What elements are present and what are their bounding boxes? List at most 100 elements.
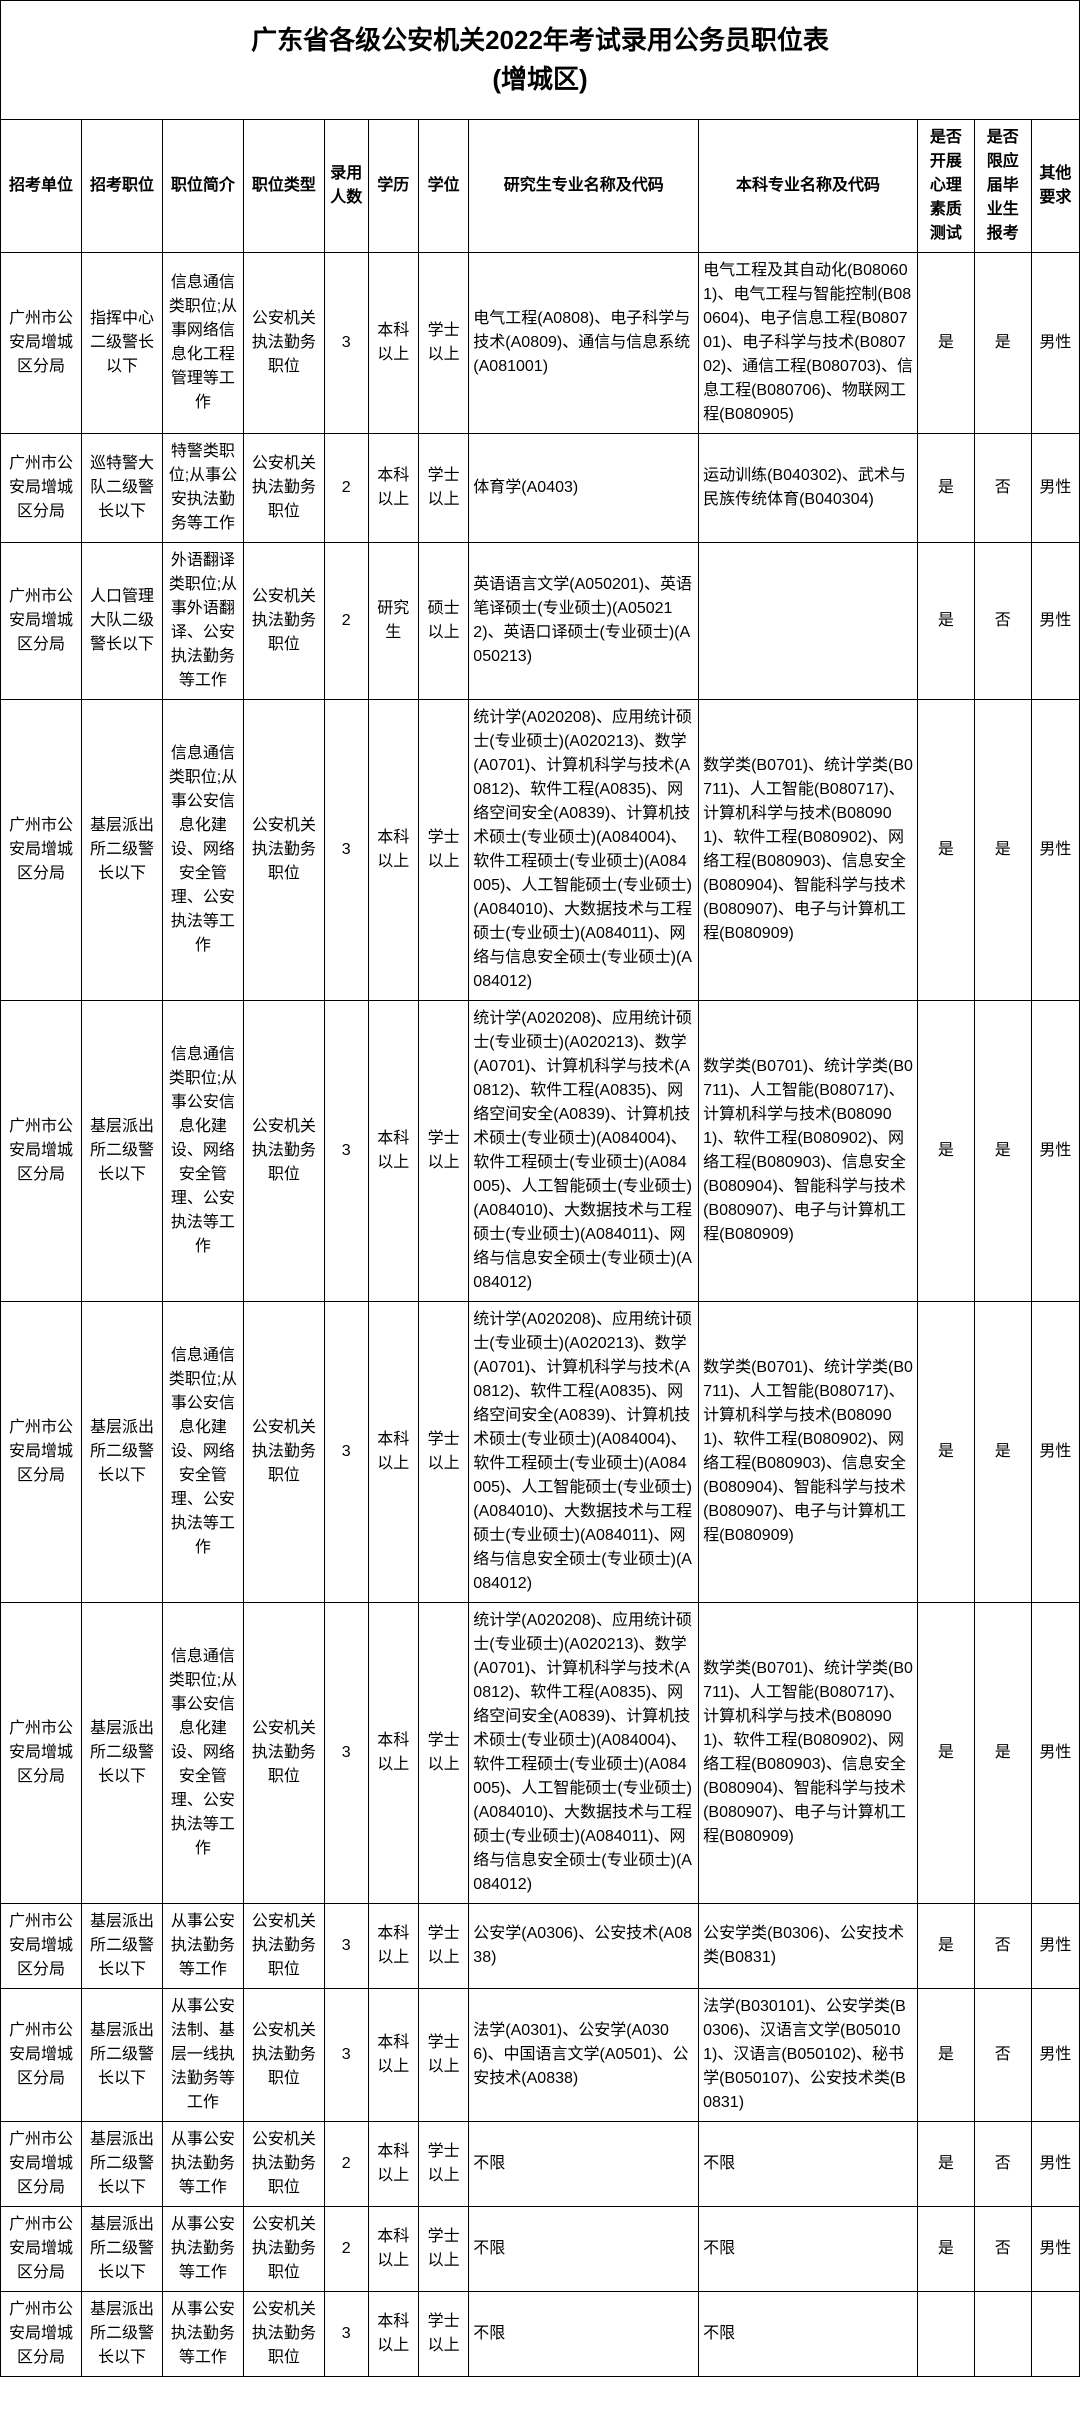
cell-type: 公安机关执法勤务职位 [243, 1904, 324, 1989]
cell-fresh: 否 [974, 1904, 1031, 1989]
table-title: 广东省各级公安机关2022年考试录用公务员职位表 (增城区) [0, 0, 1080, 119]
cell-unit: 广州市公安局增城区分局 [1, 2207, 82, 2292]
cell-other: 男性 [1031, 253, 1079, 434]
header-desc: 职位简介 [162, 120, 243, 253]
cell-degree: 学士以上 [418, 253, 468, 434]
cell-type: 公安机关执法勤务职位 [243, 1603, 324, 1904]
cell-grad: 公安学(A0306)、公安技术(A0838) [469, 1904, 699, 1989]
cell-desc: 信息通信类职位;从事网络信息化工程管理等工作 [162, 253, 243, 434]
cell-psych: 是 [917, 1603, 974, 1904]
cell-edu: 本科以上 [368, 2207, 418, 2292]
cell-unit: 广州市公安局增城区分局 [1, 1001, 82, 1302]
cell-bsc: 电气工程及其自动化(B080601)、电气工程与智能控制(B080604)、电子… [699, 253, 918, 434]
title-line-1: 广东省各级公安机关2022年考试录用公务员职位表 [251, 25, 829, 55]
cell-degree: 学士以上 [418, 2122, 468, 2207]
title-line-2: (增城区) [492, 64, 587, 94]
cell-other: 男性 [1031, 2122, 1079, 2207]
cell-num: 3 [324, 1904, 368, 1989]
table-row: 广州市公安局增城区分局基层派出所二级警长以下信息通信类职位;从事公安信息化建设、… [1, 1302, 1080, 1603]
table-row: 广州市公安局增城区分局基层派出所二级警长以下信息通信类职位;从事公安信息化建设、… [1, 1001, 1080, 1302]
header-num: 录用人数 [324, 120, 368, 253]
cell-other: 男性 [1031, 1904, 1079, 1989]
cell-desc: 从事公安执法勤务等工作 [162, 2122, 243, 2207]
cell-num: 2 [324, 543, 368, 700]
cell-unit: 广州市公安局增城区分局 [1, 2292, 82, 2377]
cell-num: 2 [324, 2122, 368, 2207]
cell-num: 3 [324, 1302, 368, 1603]
cell-edu: 本科以上 [368, 1989, 418, 2122]
cell-degree: 学士以上 [418, 2207, 468, 2292]
cell-type: 公安机关执法勤务职位 [243, 1001, 324, 1302]
cell-psych: 是 [917, 700, 974, 1001]
cell-degree: 学士以上 [418, 1302, 468, 1603]
cell-other: 男性 [1031, 1001, 1079, 1302]
cell-unit: 广州市公安局增城区分局 [1, 1989, 82, 2122]
cell-grad: 统计学(A020208)、应用统计硕士(专业硕士)(A020213)、数学(A0… [469, 1603, 699, 1904]
cell-fresh [974, 2292, 1031, 2377]
header-grad-major: 研究生专业名称及代码 [469, 120, 699, 253]
cell-degree: 学士以上 [418, 2292, 468, 2377]
cell-edu: 本科以上 [368, 253, 418, 434]
cell-psych: 是 [917, 1989, 974, 2122]
cell-bsc: 数学类(B0701)、统计学类(B0711)、人工智能(B080717)、计算机… [699, 700, 918, 1001]
cell-bsc: 不限 [699, 2207, 918, 2292]
cell-other: 男性 [1031, 2207, 1079, 2292]
table-row: 广州市公安局增城区分局指挥中心二级警长以下信息通信类职位;从事网络信息化工程管理… [1, 253, 1080, 434]
cell-grad: 法学(A0301)、公安学(A0306)、中国语言文学(A0501)、公安技术(… [469, 1989, 699, 2122]
cell-grad: 英语语言文学(A050201)、英语笔译硕士(专业硕士)(A050212)、英语… [469, 543, 699, 700]
cell-num: 3 [324, 700, 368, 1001]
table-row: 广州市公安局增城区分局基层派出所二级警长以下信息通信类职位;从事公安信息化建设、… [1, 700, 1080, 1001]
cell-grad: 体育学(A0403) [469, 434, 699, 543]
cell-grad: 统计学(A020208)、应用统计硕士(专业硕士)(A020213)、数学(A0… [469, 700, 699, 1001]
cell-position: 基层派出所二级警长以下 [81, 2207, 162, 2292]
cell-position: 基层派出所二级警长以下 [81, 2122, 162, 2207]
cell-psych: 是 [917, 434, 974, 543]
cell-other: 男性 [1031, 543, 1079, 700]
cell-other: 男性 [1031, 1603, 1079, 1904]
cell-unit: 广州市公安局增城区分局 [1, 434, 82, 543]
cell-num: 2 [324, 434, 368, 543]
cell-type: 公安机关执法勤务职位 [243, 1989, 324, 2122]
cell-bsc: 数学类(B0701)、统计学类(B0711)、人工智能(B080717)、计算机… [699, 1302, 918, 1603]
cell-type: 公安机关执法勤务职位 [243, 543, 324, 700]
table-row: 广州市公安局增城区分局基层派出所二级警长以下从事公安执法勤务等工作公安机关执法勤… [1, 2122, 1080, 2207]
cell-bsc: 数学类(B0701)、统计学类(B0711)、人工智能(B080717)、计算机… [699, 1603, 918, 1904]
cell-bsc [699, 543, 918, 700]
header-degree: 学位 [418, 120, 468, 253]
cell-psych: 是 [917, 543, 974, 700]
cell-edu: 本科以上 [368, 1603, 418, 1904]
cell-type: 公安机关执法勤务职位 [243, 2292, 324, 2377]
cell-grad: 统计学(A020208)、应用统计硕士(专业硕士)(A020213)、数学(A0… [469, 1001, 699, 1302]
cell-other [1031, 2292, 1079, 2377]
cell-position: 基层派出所二级警长以下 [81, 700, 162, 1001]
cell-unit: 广州市公安局增城区分局 [1, 253, 82, 434]
cell-desc: 信息通信类职位;从事公安信息化建设、网络安全管理、公安执法等工作 [162, 1001, 243, 1302]
cell-desc: 从事公安执法勤务等工作 [162, 2207, 243, 2292]
cell-psych: 是 [917, 253, 974, 434]
cell-type: 公安机关执法勤务职位 [243, 253, 324, 434]
cell-degree: 学士以上 [418, 1001, 468, 1302]
header-edu: 学历 [368, 120, 418, 253]
cell-degree: 学士以上 [418, 434, 468, 543]
cell-fresh: 否 [974, 543, 1031, 700]
cell-psych: 是 [917, 2207, 974, 2292]
cell-degree: 学士以上 [418, 1989, 468, 2122]
cell-other: 男性 [1031, 434, 1079, 543]
cell-type: 公安机关执法勤务职位 [243, 2207, 324, 2292]
cell-unit: 广州市公安局增城区分局 [1, 1302, 82, 1603]
cell-psych: 是 [917, 2122, 974, 2207]
cell-position: 基层派出所二级警长以下 [81, 1001, 162, 1302]
cell-position: 基层派出所二级警长以下 [81, 1904, 162, 1989]
cell-desc: 从事公安执法勤务等工作 [162, 2292, 243, 2377]
cell-edu: 研究生 [368, 543, 418, 700]
cell-position: 基层派出所二级警长以下 [81, 2292, 162, 2377]
cell-num: 2 [324, 2207, 368, 2292]
cell-desc: 从事公安法制、基层一线执法勤务等工作 [162, 1989, 243, 2122]
cell-degree: 学士以上 [418, 1904, 468, 1989]
cell-psych: 是 [917, 1302, 974, 1603]
cell-type: 公安机关执法勤务职位 [243, 2122, 324, 2207]
cell-desc: 外语翻译类职位;从事外语翻译、公安执法勤务等工作 [162, 543, 243, 700]
cell-edu: 本科以上 [368, 2122, 418, 2207]
cell-type: 公安机关执法勤务职位 [243, 1302, 324, 1603]
table-row: 广州市公安局增城区分局人口管理大队二级警长以下外语翻译类职位;从事外语翻译、公安… [1, 543, 1080, 700]
